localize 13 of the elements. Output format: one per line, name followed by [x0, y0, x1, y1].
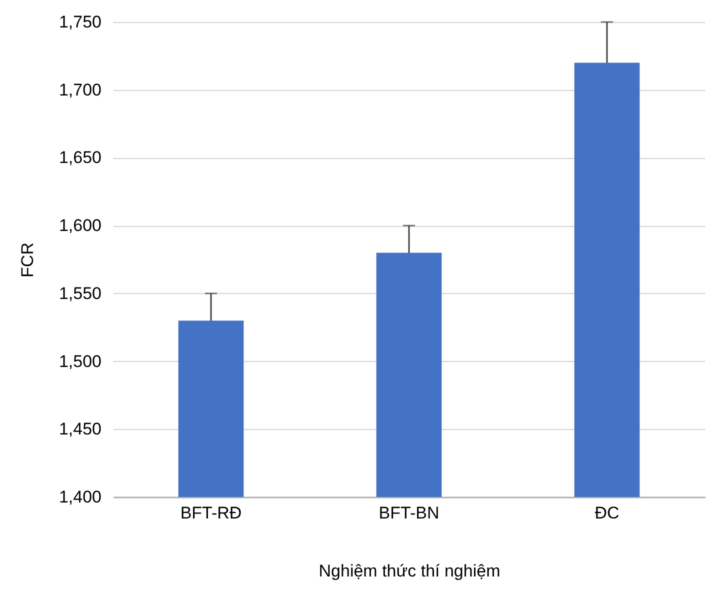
- y-tick-label: 1,400: [58, 488, 102, 506]
- y-tick-label: 1,750: [58, 12, 102, 32]
- y-tick-label: 1,650: [58, 148, 102, 168]
- x-axis-title: Nghiệm thức thí nghiệm: [318, 562, 500, 580]
- y-tick-label: 1,450: [58, 420, 102, 439]
- x-tick-label: ĐC: [594, 504, 620, 522]
- x-tick-label: BFT-RĐ: [180, 504, 242, 522]
- x-tick-label: BFT-BN: [378, 504, 440, 522]
- y-tick-label: 1,600: [58, 216, 102, 236]
- y-tick-label: 1,500: [58, 352, 102, 371]
- y-axis-title: FCR: [18, 242, 37, 278]
- y-tick-label: 1,700: [58, 80, 102, 100]
- y-tick-label: 1,550: [58, 284, 102, 303]
